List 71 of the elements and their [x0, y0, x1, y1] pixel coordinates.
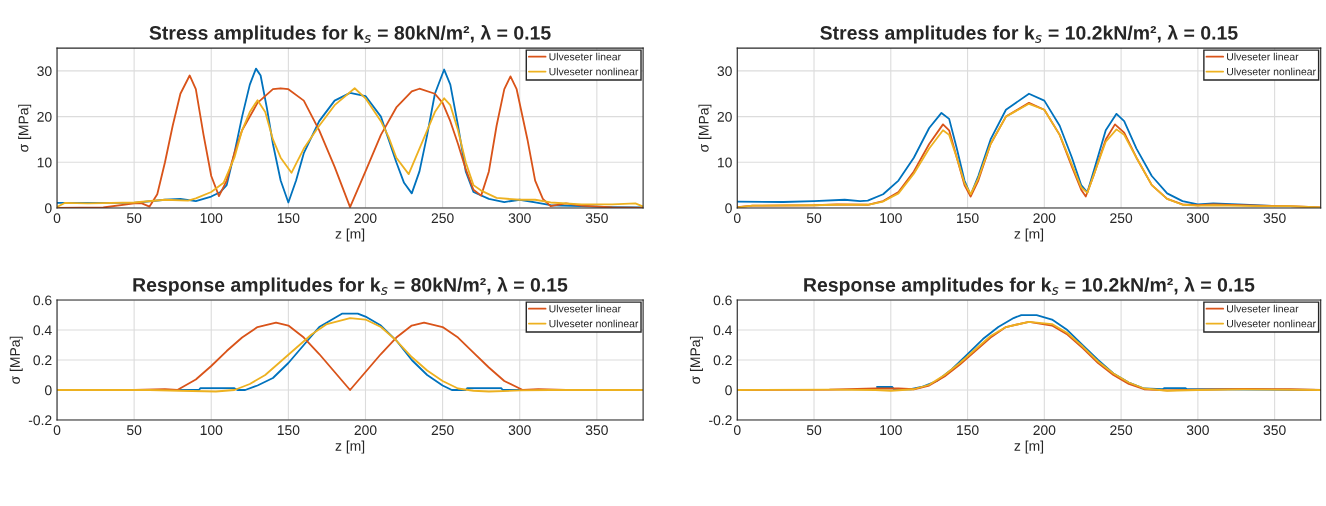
x-tick-label: 350	[585, 425, 608, 436]
x-tick-label: 0	[733, 425, 741, 436]
x-tick-label: 200	[354, 213, 377, 224]
x-tick-label: 250	[1110, 425, 1133, 436]
y-axis-title: σ [MPa]	[689, 336, 703, 384]
y-tick-label: 20	[37, 111, 52, 122]
x-tick-label: 100	[880, 213, 902, 224]
x-tick-label: 50	[806, 425, 822, 436]
chart-title: Stress amplitudes for k$_{s}$ = 80kN/m², λ = 0.15	[149, 24, 551, 44]
y-tick-label: -0.2	[28, 415, 52, 426]
legend-label: Ulveseter nonlinear	[549, 319, 639, 328]
x-tick-label: 100	[200, 425, 223, 436]
x-tick-label: 250	[431, 425, 454, 436]
legend-label: Ulveseter linear	[549, 52, 621, 61]
x-tick-label: 250	[1110, 213, 1133, 224]
x-axis-title: z [m]	[335, 228, 365, 242]
legend-label: Ulveseter linear	[1227, 52, 1299, 61]
legend-label: Ulveseter linear	[549, 304, 621, 313]
y-tick-label: 10	[718, 157, 732, 168]
y-tick-label: 20	[717, 111, 732, 122]
y-tick-label: 0.4	[33, 325, 52, 336]
y-tick-label: 0	[44, 385, 52, 396]
x-tick-label: 350	[1263, 213, 1286, 224]
x-axis-title: z [m]	[1014, 228, 1044, 242]
y-tick-label: 0	[725, 385, 732, 396]
x-tick-label: 0	[733, 213, 741, 224]
x-tick-label: 50	[806, 213, 822, 224]
x-tick-label: 50	[126, 425, 142, 436]
line-series	[737, 320, 1321, 392]
chart-title: Stress amplitudes for k$_{s}$ = 10.2kN/m², λ = 0.15	[820, 24, 1238, 44]
legend-label: Ulveseter nonlinear	[1227, 319, 1316, 328]
legend-label: Ulveseter nonlinear	[549, 67, 639, 76]
x-tick-label: 100	[200, 213, 223, 224]
y-tick-label: 0.2	[713, 355, 732, 366]
chart-title: Response amplitudes for k$_{s}$ = 10.2kN/m², λ = 0.15	[804, 276, 1255, 296]
x-tick-label: 150	[957, 213, 979, 224]
x-tick-label: 150	[277, 213, 300, 224]
x-tick-label: 350	[585, 213, 608, 224]
y-tick-label: 0.6	[713, 295, 732, 306]
x-tick-label: 150	[277, 425, 300, 436]
x-axis-title: z [m]	[1014, 440, 1044, 454]
legend-label: Ulveseter nonlinear	[1227, 67, 1316, 76]
y-tick-label: 0.2	[33, 355, 52, 366]
y-axis-title: σ [MPa]	[18, 104, 32, 152]
x-tick-label: 0	[53, 213, 61, 224]
x-tick-label: 200	[1033, 213, 1056, 224]
x-axis-title: z [m]	[335, 440, 365, 454]
y-tick-label: 0.4	[713, 325, 732, 336]
y-axis-title: σ [MPa]	[9, 336, 23, 384]
y-axis-title: σ [MPa]	[698, 104, 712, 152]
x-tick-label: 350	[1263, 425, 1286, 436]
x-tick-label: 100	[880, 425, 902, 436]
y-tick-label: 30	[717, 66, 732, 77]
x-tick-label: 250	[431, 213, 454, 224]
x-tick-label: 0	[53, 425, 61, 436]
y-tick-label: 0.6	[33, 295, 52, 306]
x-tick-label: 300	[1186, 425, 1209, 436]
y-tick-label: 10	[37, 157, 52, 168]
y-tick-label: 0	[44, 203, 52, 214]
legend-label: Ulveseter linear	[1227, 304, 1299, 313]
x-tick-label: 200	[1033, 425, 1056, 436]
y-tick-label: 0	[725, 203, 732, 214]
x-tick-label: 300	[1186, 213, 1209, 224]
x-tick-label: 50	[126, 213, 142, 224]
chart-title: Response amplitudes for k$_{s}$ = 80kN/m², λ = 0.15	[133, 276, 568, 296]
x-tick-label: 150	[957, 425, 979, 436]
x-tick-label: 300	[508, 425, 531, 436]
x-tick-label: 300	[508, 213, 531, 224]
x-tick-label: 200	[354, 425, 377, 436]
y-tick-label: -0.2	[709, 415, 732, 426]
y-tick-label: 30	[37, 66, 52, 77]
